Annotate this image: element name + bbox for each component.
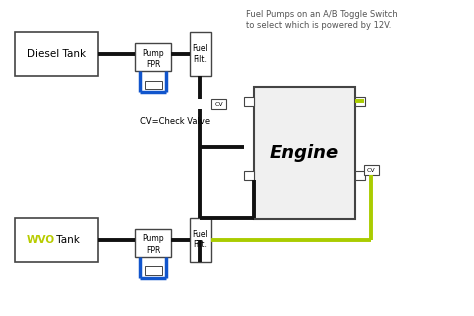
Text: CV=Check Valve: CV=Check Valve [140, 117, 210, 126]
Bar [254, 87, 355, 219]
Text: Pump: Pump [142, 49, 164, 58]
Text: Fuel
Filt.: Fuel Filt. [192, 45, 208, 64]
Bar [15, 218, 98, 262]
Text: Fuel
Filt.: Fuel Filt. [192, 230, 208, 250]
Text: Diesel Tank: Diesel Tank [27, 49, 86, 59]
Text: Fuel Pumps on an A/B Toggle Switch
to select which is powered by 12V.: Fuel Pumps on an A/B Toggle Switch to se… [246, 10, 398, 29]
Text: Tank: Tank [53, 235, 80, 245]
Text: FPR: FPR [146, 60, 160, 69]
Bar [15, 32, 98, 76]
Bar [145, 266, 162, 275]
Bar [211, 99, 226, 109]
Bar [355, 171, 365, 180]
Bar [190, 32, 211, 76]
Bar [190, 218, 211, 262]
Bar [244, 171, 254, 180]
Bar [145, 81, 162, 89]
Text: FPR: FPR [146, 246, 160, 254]
Text: Pump: Pump [142, 234, 164, 243]
Text: Engine: Engine [270, 144, 339, 162]
Text: CV: CV [367, 168, 375, 173]
Bar [244, 97, 254, 106]
Text: WVO: WVO [27, 235, 55, 245]
Bar [136, 229, 171, 257]
Bar [136, 43, 171, 71]
Text: CV: CV [214, 102, 223, 107]
Bar [364, 165, 379, 175]
Bar [355, 97, 365, 106]
